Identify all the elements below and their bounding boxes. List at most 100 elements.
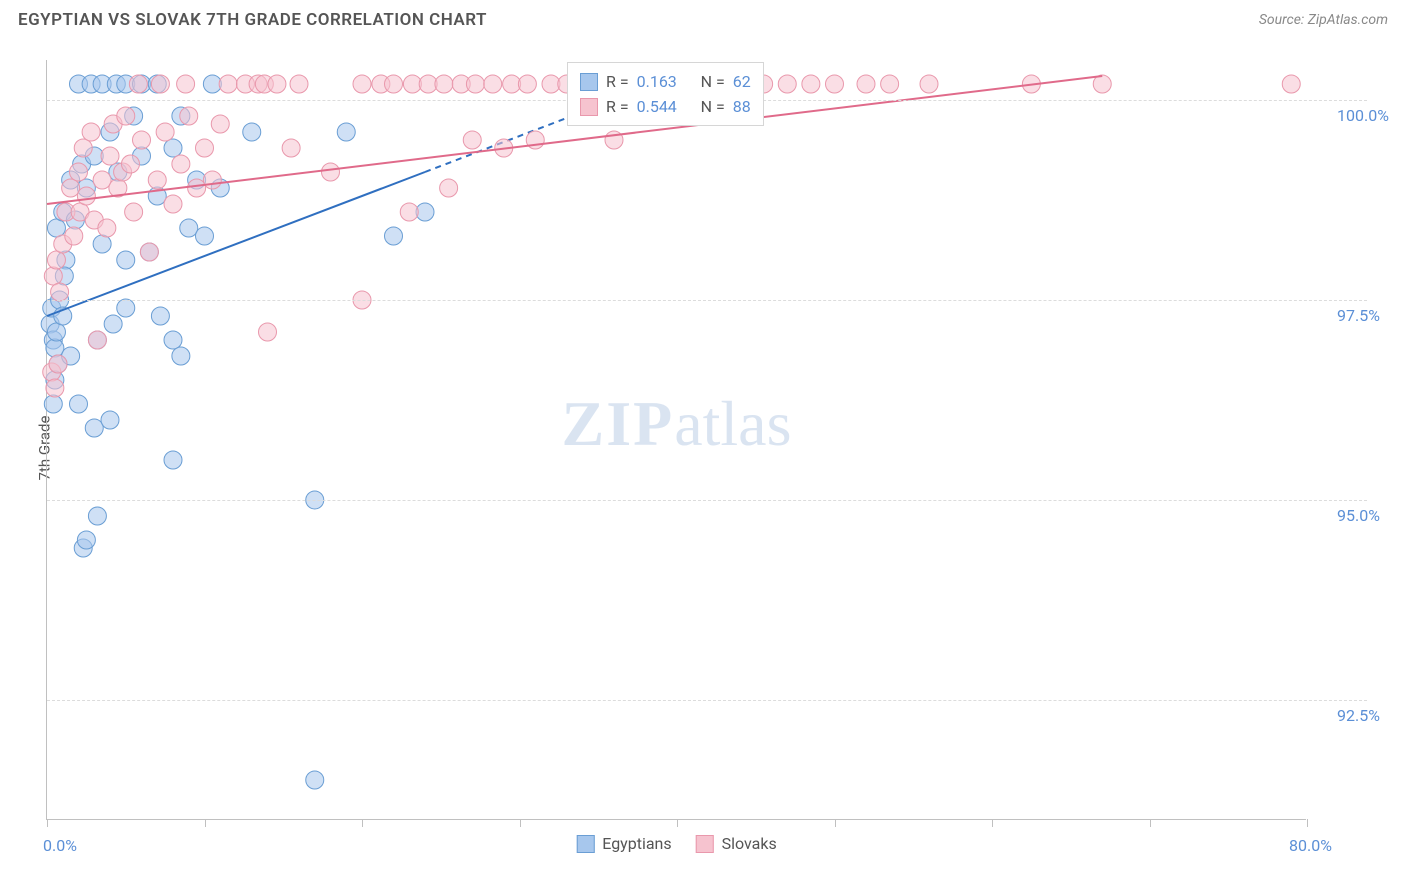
scatter-point xyxy=(463,131,481,149)
scatter-point xyxy=(46,379,64,397)
scatter-point xyxy=(88,331,106,349)
scatter-point xyxy=(920,75,938,93)
scatter-point xyxy=(77,531,95,549)
scatter-point xyxy=(133,131,151,149)
n-value: 62 xyxy=(733,72,751,91)
legend-swatch xyxy=(580,98,598,116)
scatter-point xyxy=(151,307,169,325)
x-tick xyxy=(520,819,521,827)
n-label: N = xyxy=(701,97,725,116)
plot-svg xyxy=(47,60,1306,819)
gridline xyxy=(47,700,1367,701)
gridline xyxy=(47,500,1367,501)
scatter-point xyxy=(117,107,135,125)
scatter-point xyxy=(70,395,88,413)
scatter-point xyxy=(104,315,122,333)
r-value: 0.163 xyxy=(637,72,693,91)
scatter-point xyxy=(62,179,80,197)
scatter-point xyxy=(172,347,190,365)
legend-swatch xyxy=(576,835,594,853)
y-tick-label: 92.5% xyxy=(1337,706,1380,725)
scatter-point xyxy=(44,395,62,413)
scatter-point xyxy=(188,179,206,197)
scatter-point xyxy=(148,171,166,189)
scatter-point xyxy=(164,331,182,349)
y-tick-label: 95.0% xyxy=(1337,506,1380,525)
scatter-point xyxy=(268,75,286,93)
scatter-point xyxy=(203,171,221,189)
scatter-point xyxy=(243,123,261,141)
bottom-legend: Egyptians Slovaks xyxy=(576,834,777,853)
x-tick-label: 80.0% xyxy=(1289,836,1332,855)
scatter-point xyxy=(196,139,214,157)
scatter-point xyxy=(44,267,62,285)
y-tick-label: 100.0% xyxy=(1337,106,1389,125)
scatter-point xyxy=(74,139,92,157)
scatter-point xyxy=(101,411,119,429)
r-label: R = xyxy=(606,97,629,116)
stats-legend: R = 0.163 N = 62 R = 0.544 N = 88 xyxy=(567,62,764,126)
scatter-point xyxy=(46,339,64,357)
x-tick xyxy=(205,819,206,827)
scatter-point xyxy=(47,323,65,341)
r-value: 0.544 xyxy=(637,97,693,116)
legend-swatch xyxy=(580,73,598,91)
scatter-point xyxy=(151,75,169,93)
scatter-point xyxy=(47,219,65,237)
scatter-point xyxy=(400,203,418,221)
scatter-point xyxy=(385,75,403,93)
scatter-point xyxy=(88,507,106,525)
scatter-point xyxy=(180,107,198,125)
scatter-point xyxy=(290,75,308,93)
scatter-point xyxy=(259,323,277,341)
scatter-point xyxy=(1282,75,1300,93)
n-label: N = xyxy=(701,72,725,91)
scatter-point xyxy=(219,75,237,93)
x-tick xyxy=(992,819,993,827)
x-tick xyxy=(835,819,836,827)
scatter-point xyxy=(211,115,229,133)
scatter-point xyxy=(98,219,116,237)
x-tick-label: 0.0% xyxy=(43,836,77,855)
bottom-legend-item: Egyptians xyxy=(576,834,671,853)
scatter-point xyxy=(826,75,844,93)
scatter-point xyxy=(117,299,135,317)
x-tick xyxy=(677,819,678,827)
scatter-point xyxy=(802,75,820,93)
scatter-point xyxy=(435,75,453,93)
x-tick xyxy=(1307,819,1308,827)
r-label: R = xyxy=(606,72,629,91)
scatter-point xyxy=(70,163,88,181)
scatter-point xyxy=(117,251,135,269)
scatter-point xyxy=(440,179,458,197)
chart-container: 7th Grade ZIPatlas 92.5%95.0%97.5%100.0%… xyxy=(0,38,1406,858)
scatter-point xyxy=(466,75,484,93)
scatter-point xyxy=(881,75,899,93)
scatter-point xyxy=(65,227,83,245)
bottom-legend-item: Slovaks xyxy=(696,834,777,853)
scatter-point xyxy=(77,187,95,205)
scatter-point xyxy=(164,195,182,213)
legend-swatch xyxy=(696,835,714,853)
scatter-point xyxy=(306,771,324,789)
scatter-point xyxy=(484,75,502,93)
scatter-point xyxy=(129,75,147,93)
legend-label: Egyptians xyxy=(602,834,671,853)
scatter-point xyxy=(180,219,198,237)
x-tick xyxy=(362,819,363,827)
stats-legend-row: R = 0.163 N = 62 xyxy=(580,69,751,94)
scatter-point xyxy=(196,227,214,245)
n-value: 88 xyxy=(733,97,751,116)
scatter-point xyxy=(518,75,536,93)
scatter-point xyxy=(177,75,195,93)
scatter-point xyxy=(85,419,103,437)
scatter-point xyxy=(337,123,355,141)
scatter-point xyxy=(164,139,182,157)
gridline xyxy=(47,300,1367,301)
scatter-point xyxy=(282,139,300,157)
scatter-point xyxy=(164,451,182,469)
y-tick-label: 97.5% xyxy=(1337,306,1380,325)
chart-source: Source: ZipAtlas.com xyxy=(1259,12,1388,28)
plot-area: ZIPatlas 92.5%95.0%97.5%100.0%0.0%80.0%R… xyxy=(46,60,1306,820)
scatter-point xyxy=(47,251,65,269)
